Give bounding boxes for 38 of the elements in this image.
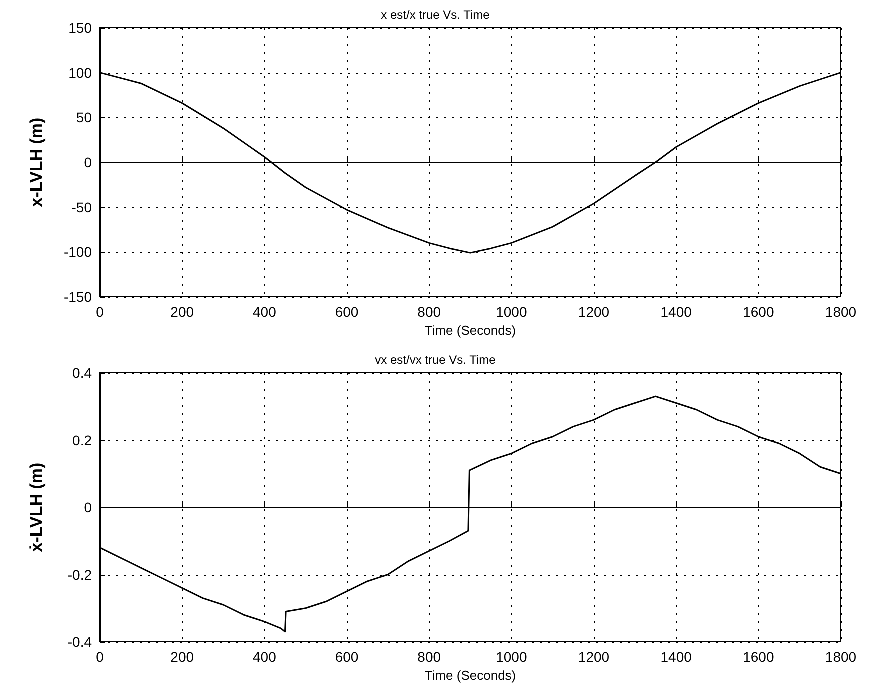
y-tick-label: -100 [64, 244, 92, 260]
y-tick-label: -50 [72, 199, 92, 216]
x-tick-label: 600 [335, 649, 359, 665]
x-tick-label: 0 [96, 649, 104, 665]
y-axis-title: ẋ-LVLH (m) [27, 462, 46, 552]
x-tick-label: 1000 [496, 649, 528, 665]
y-tick-label: 0 [84, 154, 92, 170]
y-tick-label: 0 [84, 500, 92, 516]
x-tick-label: 400 [252, 304, 277, 320]
y-tick-label: 50 [76, 110, 92, 126]
x-tick-label: 600 [335, 304, 359, 320]
x-tick-label: 1200 [578, 304, 610, 320]
x-tick-label: 1600 [743, 649, 774, 665]
y-axis-title: x-LVLH (m) [27, 118, 46, 208]
chart-title: vx est/vx true Vs. Time [375, 353, 496, 367]
x-tick-label: 200 [170, 304, 194, 320]
x-tick-label: 400 [252, 649, 277, 665]
x-tick-label: 1200 [578, 649, 610, 665]
x-tick-label: 0 [96, 304, 104, 320]
x-tick-label: 1400 [660, 304, 692, 320]
y-tick-label: 0.2 [72, 432, 92, 448]
x-tick-label: 1600 [743, 304, 774, 320]
x-axis-title: Time (Seconds) [424, 668, 516, 683]
x-tick-label: 200 [170, 649, 194, 665]
y-tick-label: 0.4 [72, 365, 92, 381]
x-tick-label: 800 [418, 304, 442, 320]
y-tick-label: 150 [68, 20, 92, 36]
x-tick-label: 1000 [496, 304, 528, 320]
y-tick-label: -0.2 [68, 566, 92, 583]
x-tick-label: 1800 [825, 304, 857, 320]
y-tick-label: 100 [68, 64, 92, 81]
y-tick-label: -0.4 [68, 634, 92, 650]
x-axis-title: Time (Seconds) [424, 322, 516, 338]
x-tick-label: 1400 [660, 649, 692, 665]
y-tick-label: -150 [64, 289, 92, 305]
chart-title: x est/x true Vs. Time [381, 8, 490, 22]
x-tick-label: 1800 [825, 649, 857, 665]
x-tick-label: 800 [418, 649, 442, 665]
